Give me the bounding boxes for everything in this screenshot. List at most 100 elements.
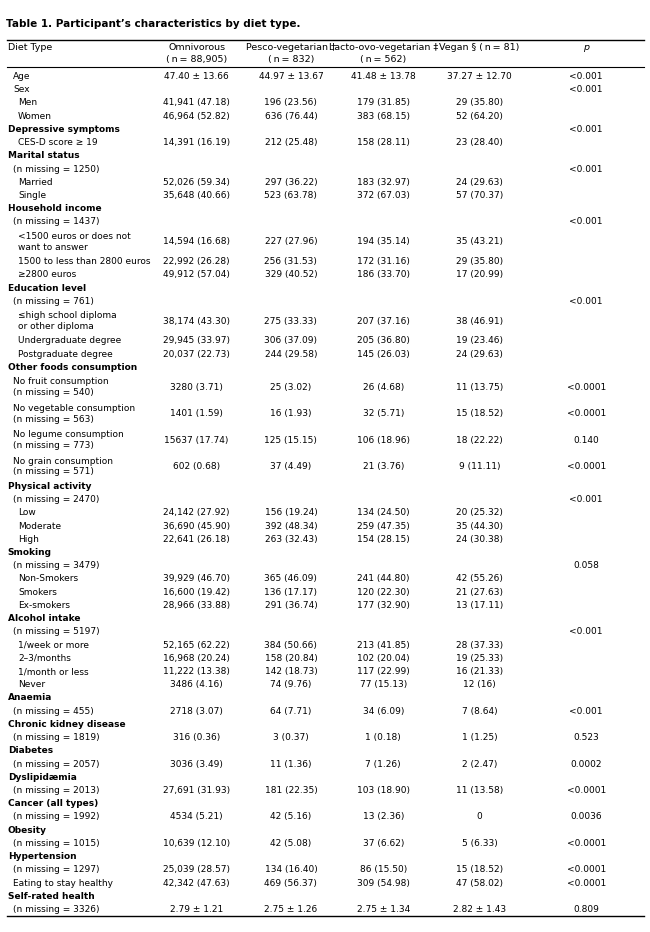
Text: 365 (46.09): 365 (46.09): [265, 574, 317, 583]
Text: Men: Men: [18, 99, 37, 107]
Text: High: High: [18, 535, 39, 543]
Text: 3280 (3.71): 3280 (3.71): [170, 383, 223, 391]
Text: 86 (15.50): 86 (15.50): [359, 866, 407, 874]
Text: 28,966 (33.88): 28,966 (33.88): [163, 601, 230, 610]
Text: <0.0001: <0.0001: [567, 409, 606, 418]
Text: 15 (18.52): 15 (18.52): [456, 409, 503, 418]
Text: 2 (2.47): 2 (2.47): [462, 760, 497, 769]
Text: Anaemia: Anaemia: [8, 693, 52, 703]
Text: 158 (20.84): 158 (20.84): [265, 654, 317, 663]
Text: Ex-smokers: Ex-smokers: [18, 601, 70, 610]
Text: Low: Low: [18, 508, 36, 517]
Text: <0.0001: <0.0001: [567, 462, 606, 471]
Text: Other foods consumption: Other foods consumption: [8, 363, 137, 372]
Text: <0.0001: <0.0001: [567, 786, 606, 795]
Text: (n missing = 761): (n missing = 761): [13, 296, 94, 306]
Text: ≥2800 euros: ≥2800 euros: [18, 270, 77, 280]
Text: 134 (16.40): 134 (16.40): [265, 866, 317, 874]
Text: 19 (23.46): 19 (23.46): [456, 336, 503, 346]
Text: 12 (16): 12 (16): [463, 680, 496, 690]
Text: Education level: Education level: [8, 283, 86, 293]
Text: 24 (29.63): 24 (29.63): [456, 178, 503, 186]
Text: Single: Single: [18, 191, 46, 200]
Text: 44.97 ± 13.67: 44.97 ± 13.67: [259, 72, 323, 81]
Text: 309 (54.98): 309 (54.98): [357, 879, 410, 887]
Text: Undergraduate degree: Undergraduate degree: [18, 336, 122, 346]
Text: 392 (48.34): 392 (48.34): [265, 522, 317, 530]
Text: ( n = 832): ( n = 832): [268, 55, 314, 64]
Text: 18 (22.22): 18 (22.22): [456, 435, 503, 445]
Text: ≤high school diploma
or other diploma: ≤high school diploma or other diploma: [18, 311, 117, 331]
Text: 16,968 (20.24): 16,968 (20.24): [163, 654, 230, 663]
Text: 64 (7.71): 64 (7.71): [270, 706, 311, 716]
Text: 19 (25.33): 19 (25.33): [456, 654, 503, 663]
Text: Women: Women: [18, 112, 52, 120]
Text: Diabetes: Diabetes: [8, 747, 53, 755]
Text: 14,391 (16.19): 14,391 (16.19): [163, 138, 230, 147]
Text: 15637 (17.74): 15637 (17.74): [164, 435, 229, 445]
Text: <1500 euros or does not
want to answer: <1500 euros or does not want to answer: [18, 232, 131, 252]
Text: (n missing = 3479): (n missing = 3479): [13, 561, 99, 570]
Text: (n missing = 1297): (n missing = 1297): [13, 866, 99, 874]
Text: 25 (3.02): 25 (3.02): [270, 383, 311, 391]
Text: 244 (29.58): 244 (29.58): [265, 350, 317, 359]
Text: 134 (24.50): 134 (24.50): [357, 508, 410, 517]
Text: 13 (2.36): 13 (2.36): [363, 813, 404, 821]
Text: 207 (37.16): 207 (37.16): [357, 317, 410, 325]
Text: 2.82 ± 1.43: 2.82 ± 1.43: [453, 905, 506, 914]
Text: 183 (32.97): 183 (32.97): [357, 178, 410, 186]
Text: Physical activity: Physical activity: [8, 482, 91, 491]
Text: <0.001: <0.001: [569, 627, 603, 637]
Text: 26 (4.68): 26 (4.68): [363, 383, 404, 391]
Text: 9 (11.11): 9 (11.11): [459, 462, 500, 471]
Text: 291 (36.74): 291 (36.74): [265, 601, 317, 610]
Text: 117 (22.99): 117 (22.99): [357, 667, 410, 676]
Text: Lacto-ovo-vegetarian ‡: Lacto-ovo-vegetarian ‡: [329, 43, 438, 52]
Text: 46,964 (52.82): 46,964 (52.82): [163, 112, 230, 120]
Text: 57 (70.37): 57 (70.37): [456, 191, 503, 200]
Text: 41.48 ± 13.78: 41.48 ± 13.78: [351, 72, 415, 81]
Text: 28 (37.33): 28 (37.33): [456, 640, 503, 650]
Text: 0.140: 0.140: [573, 435, 599, 445]
Text: 16,600 (19.42): 16,600 (19.42): [163, 588, 230, 596]
Text: Hypertension: Hypertension: [8, 852, 77, 861]
Text: 602 (0.68): 602 (0.68): [173, 462, 220, 471]
Text: 275 (33.33): 275 (33.33): [265, 317, 317, 325]
Text: p: p: [583, 43, 589, 52]
Text: 636 (76.44): 636 (76.44): [265, 112, 317, 120]
Text: No grain consumption
(n missing = 571): No grain consumption (n missing = 571): [13, 457, 113, 476]
Text: 3036 (3.49): 3036 (3.49): [170, 760, 223, 769]
Text: Table 1. Participant’s characteristics by diet type.: Table 1. Participant’s characteristics b…: [6, 19, 301, 29]
Text: 241 (44.80): 241 (44.80): [357, 574, 410, 583]
Text: 5 (6.33): 5 (6.33): [462, 839, 497, 848]
Text: 52,026 (59.34): 52,026 (59.34): [163, 178, 230, 186]
Text: 172 (31.16): 172 (31.16): [357, 257, 410, 267]
Text: 29,945 (33.97): 29,945 (33.97): [163, 336, 230, 346]
Text: (n missing = 1992): (n missing = 1992): [13, 813, 99, 821]
Text: 10,639 (12.10): 10,639 (12.10): [163, 839, 230, 848]
Text: 205 (36.80): 205 (36.80): [357, 336, 410, 346]
Text: Omnivorous: Omnivorous: [168, 43, 225, 52]
Text: <0.001: <0.001: [569, 85, 603, 94]
Text: 24 (29.63): 24 (29.63): [456, 350, 503, 359]
Text: 37.27 ± 12.70: 37.27 ± 12.70: [447, 72, 512, 81]
Text: 469 (56.37): 469 (56.37): [265, 879, 317, 887]
Text: (n missing = 1015): (n missing = 1015): [13, 839, 99, 848]
Text: Depressive symptoms: Depressive symptoms: [8, 125, 120, 134]
Text: 384 (50.66): 384 (50.66): [265, 640, 317, 650]
Text: Self-rated health: Self-rated health: [8, 892, 94, 901]
Text: Cancer (all types): Cancer (all types): [8, 800, 98, 808]
Text: 177 (32.90): 177 (32.90): [357, 601, 410, 610]
Text: 136 (17.17): 136 (17.17): [265, 588, 317, 596]
Text: 2.75 ± 1.26: 2.75 ± 1.26: [265, 905, 318, 914]
Text: 383 (68.15): 383 (68.15): [357, 112, 410, 120]
Text: Sex: Sex: [13, 85, 30, 94]
Text: (n missing = 3326): (n missing = 3326): [13, 905, 99, 914]
Text: 0.809: 0.809: [573, 905, 599, 914]
Text: 17 (20.99): 17 (20.99): [456, 270, 503, 280]
Text: 11 (1.36): 11 (1.36): [270, 760, 311, 769]
Text: 14,594 (16.68): 14,594 (16.68): [163, 238, 230, 246]
Text: 42 (5.16): 42 (5.16): [270, 813, 311, 821]
Text: Age: Age: [13, 72, 31, 81]
Text: 0.058: 0.058: [573, 561, 599, 570]
